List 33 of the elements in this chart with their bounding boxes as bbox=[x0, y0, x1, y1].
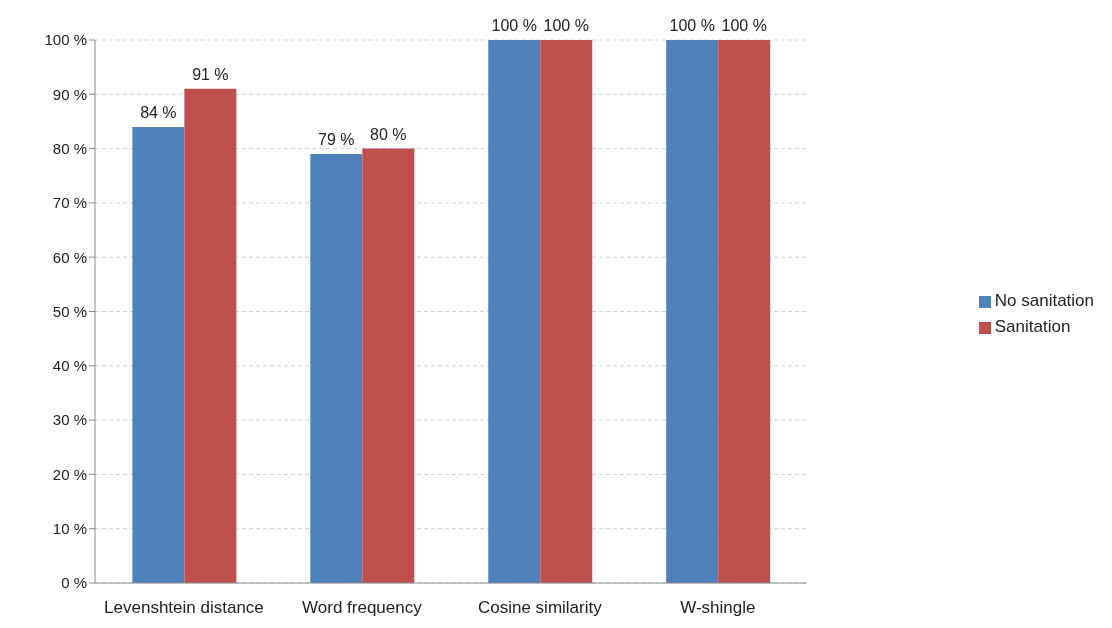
y-tick-label: 60 % bbox=[52, 248, 87, 266]
data-label: 80 % bbox=[370, 125, 407, 143]
bar bbox=[540, 40, 593, 583]
bar bbox=[718, 40, 771, 583]
x-tick-label: Levenshtein distance bbox=[104, 598, 264, 618]
bar bbox=[184, 88, 237, 583]
legend-label: No sanitation bbox=[994, 291, 1094, 310]
y-tick-label: 40 % bbox=[52, 357, 87, 375]
data-label: 100 % bbox=[669, 17, 715, 34]
legend-label: Sanitation bbox=[994, 317, 1071, 336]
y-tick-label: 80 % bbox=[52, 139, 87, 157]
y-tick-label: 70 % bbox=[52, 194, 87, 212]
bar bbox=[132, 126, 185, 583]
x-tick-label: W-shingle bbox=[680, 598, 756, 618]
data-label: 79 % bbox=[318, 131, 355, 149]
data-label: 100 % bbox=[491, 17, 537, 34]
data-label: 91 % bbox=[192, 65, 229, 83]
bar bbox=[362, 148, 415, 583]
data-label: 84 % bbox=[140, 103, 177, 121]
y-tick-label: 0 % bbox=[61, 574, 87, 592]
data-label: 100 % bbox=[721, 17, 767, 34]
bar bbox=[310, 154, 363, 583]
bar bbox=[666, 40, 719, 583]
y-tick-label: 20 % bbox=[52, 465, 87, 483]
bar bbox=[488, 40, 541, 583]
y-tick-label: 50 % bbox=[52, 302, 87, 320]
y-tick-label: 10 % bbox=[52, 520, 87, 538]
data-label: 100 % bbox=[543, 17, 589, 34]
y-tick-label: 30 % bbox=[52, 411, 87, 429]
y-tick-label: 100 % bbox=[44, 31, 87, 49]
y-tick-label: 90 % bbox=[52, 85, 87, 103]
x-tick-label: Word frequency bbox=[302, 598, 423, 618]
x-tick-label: Cosine similarity bbox=[477, 598, 603, 618]
